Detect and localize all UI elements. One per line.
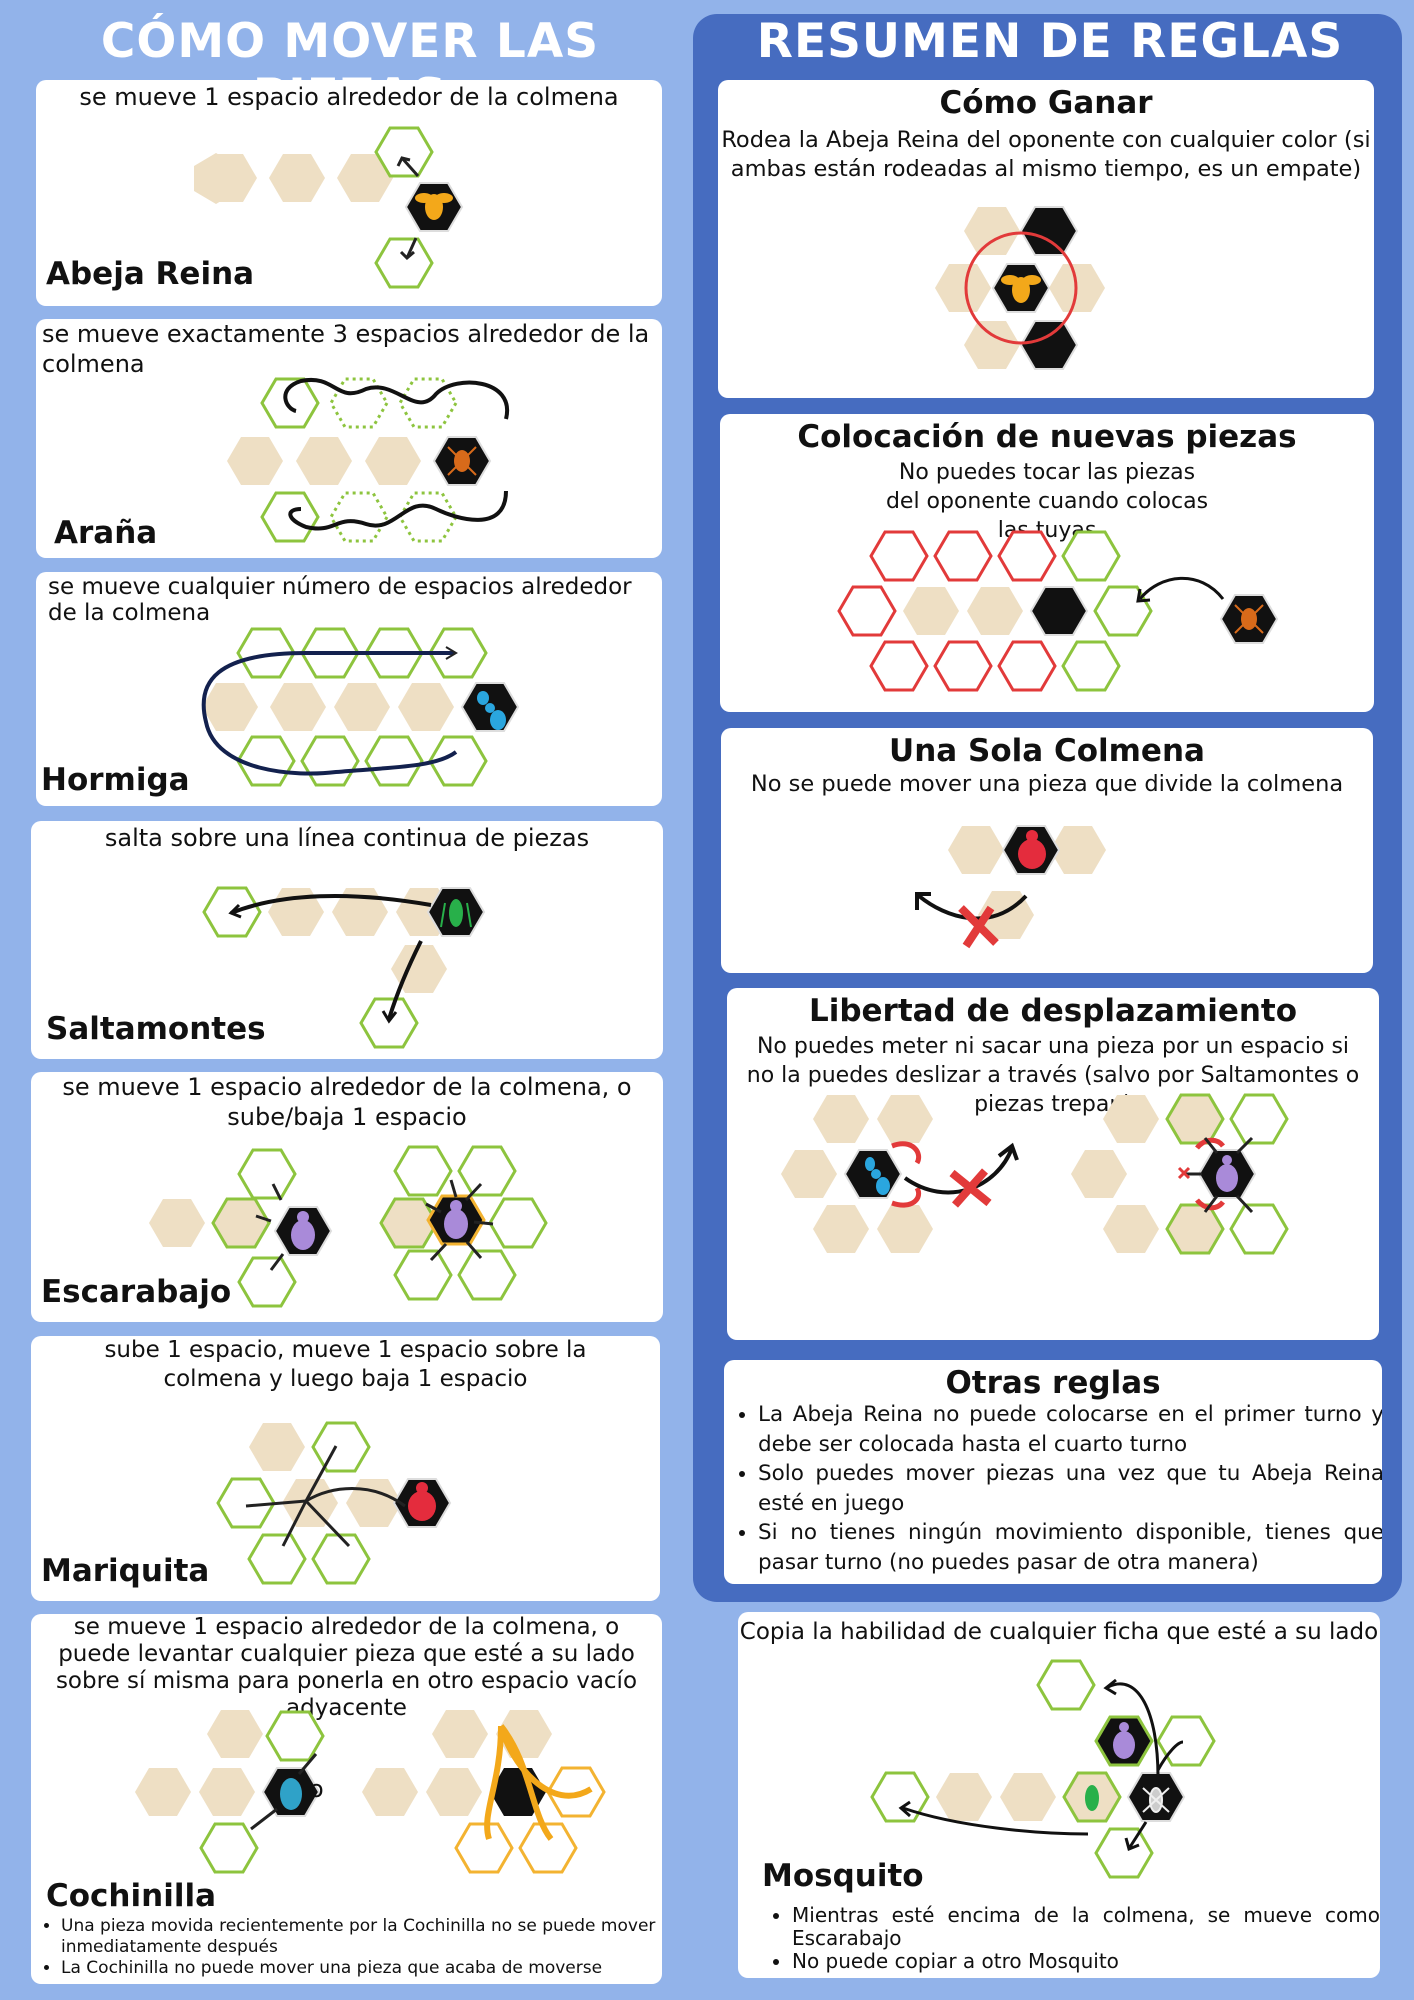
one-hive-title: Una Sola Colmena xyxy=(889,733,1205,769)
ladybug-description: sube 1 espacio, mueve 1 espacio sobre la… xyxy=(104,1337,587,1392)
win-card: Cómo Ganar Rodea la Abeja Reina del opon… xyxy=(718,80,1374,398)
ant-diagram xyxy=(201,627,520,787)
pillbug-or: o xyxy=(309,1775,324,1803)
mosquito-icon xyxy=(1142,1787,1170,1813)
spider-card: se mueve exactamente 3 espacios alrededo… xyxy=(36,319,662,558)
right-title: RESUMEN DE REGLAS xyxy=(756,14,1344,69)
bee-icon xyxy=(1001,275,1041,303)
rule-item: Solo puedes mover piezas una vez que tu … xyxy=(758,1459,1382,1518)
pillbug-card: se mueve 1 espacio alrededor de la colme… xyxy=(31,1614,662,1984)
win-title: Cómo Ganar xyxy=(939,85,1153,121)
pillbug-notes: Una pieza movida recientemente por la Co… xyxy=(31,1916,657,1979)
pillbug-diagram xyxy=(135,1710,606,1874)
spider-description: se mueve exactamente 3 espacios alrededo… xyxy=(42,320,650,378)
other-rules-list: La Abeja Reina no puede colocarse en el … xyxy=(724,1400,1382,1577)
mosquito-card: Copia la habilidad de cualquier ficha qu… xyxy=(738,1612,1380,1978)
ladybug-diagram xyxy=(216,1421,452,1585)
pillbug-description: se mueve 1 espacio alrededor de la colme… xyxy=(55,1614,638,1721)
grasshopper-icon xyxy=(440,899,472,928)
mosquito-note: Mientras esté encima de la colmena, se m… xyxy=(792,1904,1380,1950)
beetle-diagram xyxy=(149,1145,548,1308)
freedom-text: No puedes meter ni sacar una pieza por u… xyxy=(746,1034,1360,1117)
other-rules-title: Otras reglas xyxy=(945,1365,1161,1401)
mosquito-diagram xyxy=(870,1659,1216,1879)
mosquito-notes: Mientras esté encima de la colmena, se m… xyxy=(762,1904,1380,1973)
pillbug-icon xyxy=(280,1778,302,1810)
ladybug-name: Mariquita xyxy=(41,1553,210,1589)
grasshopper-description: salta sobre una línea continua de piezas xyxy=(104,824,590,852)
grasshopper-name: Saltamontes xyxy=(46,1011,266,1047)
spider-icon xyxy=(447,446,477,476)
beetle-icon xyxy=(1216,1155,1238,1192)
win-diagram xyxy=(935,206,1105,370)
one-hive-text: No se puede mover una pieza que divide l… xyxy=(750,771,1344,797)
pillbug-note: Una pieza movida recientemente por la Co… xyxy=(61,1916,657,1958)
one-hive-card: Una Sola Colmena No se puede mover una p… xyxy=(721,728,1373,973)
ant-card: se mueve cualquier número de espacios al… xyxy=(36,572,662,806)
ant-icon xyxy=(477,691,506,730)
placement-title: Colocación de nuevas piezas xyxy=(797,419,1297,455)
beetle-icon xyxy=(1113,1722,1135,1759)
mosquito-note: No puede copiar a otro Mosquito xyxy=(792,1950,1380,1973)
beetle-card: se mueve 1 espacio alrededor de la colme… xyxy=(31,1072,663,1322)
mosquito-name: Mosquito xyxy=(762,1858,924,1894)
grasshopper-icon xyxy=(1085,1785,1099,1811)
queen-card: se mueve 1 espacio alrededor de la colme… xyxy=(36,80,662,306)
spider-icon xyxy=(1234,604,1264,634)
pillbug-note: La Cochinilla no puede mover una pieza q… xyxy=(61,1958,657,1979)
one-hive-diagram xyxy=(915,825,1106,949)
freedom-title: Libertad de desplazamiento xyxy=(808,993,1298,1029)
spider-name: Araña xyxy=(54,515,158,551)
mosquito-description: Copia la habilidad de cualquier ficha qu… xyxy=(739,1619,1379,1645)
spider-diagram xyxy=(227,377,510,543)
beetle-name: Escarabajo xyxy=(41,1274,232,1310)
ant-description: se mueve cualquier número de espacios al… xyxy=(48,574,632,626)
grasshopper-diagram xyxy=(202,886,486,1049)
placement-text: No puedes tocar las piezas del oponente … xyxy=(885,460,1209,543)
pillbug-name: Cochinilla xyxy=(46,1878,216,1914)
bee-icon xyxy=(415,193,453,220)
queen-description: se mueve 1 espacio alrededor de la colme… xyxy=(79,83,619,111)
other-rules-card: Otras reglas La Abeja Reina no puede col… xyxy=(724,1360,1382,1584)
placement-diagram xyxy=(837,530,1279,692)
beetle-icon xyxy=(291,1211,315,1250)
ladybug-icon xyxy=(408,1482,436,1521)
ladybug-card: sube 1 espacio, mueve 1 espacio sobre la… xyxy=(31,1336,660,1601)
win-text: Rodea la Abeja Reina del oponente con cu… xyxy=(721,127,1371,182)
rule-item: Si no tienes ningún movimiento disponibl… xyxy=(758,1518,1382,1577)
grasshopper-card: salta sobre una línea continua de piezas… xyxy=(31,821,663,1059)
freedom-diagram xyxy=(781,1093,1289,1255)
beetle-description: se mueve 1 espacio alrededor de la colme… xyxy=(62,1073,632,1131)
rule-item: La Abeja Reina no puede colocarse en el … xyxy=(758,1400,1382,1459)
freedom-card: Libertad de desplazamiento No puedes met… xyxy=(727,988,1379,1340)
ladybug-icon xyxy=(1018,830,1046,869)
ant-name: Hormiga xyxy=(41,762,190,798)
queen-diagram xyxy=(194,126,464,289)
placement-card: Colocación de nuevas piezas No puedes to… xyxy=(720,414,1374,712)
ant-icon xyxy=(865,1157,890,1195)
queen-name: Abeja Reina xyxy=(46,256,255,292)
